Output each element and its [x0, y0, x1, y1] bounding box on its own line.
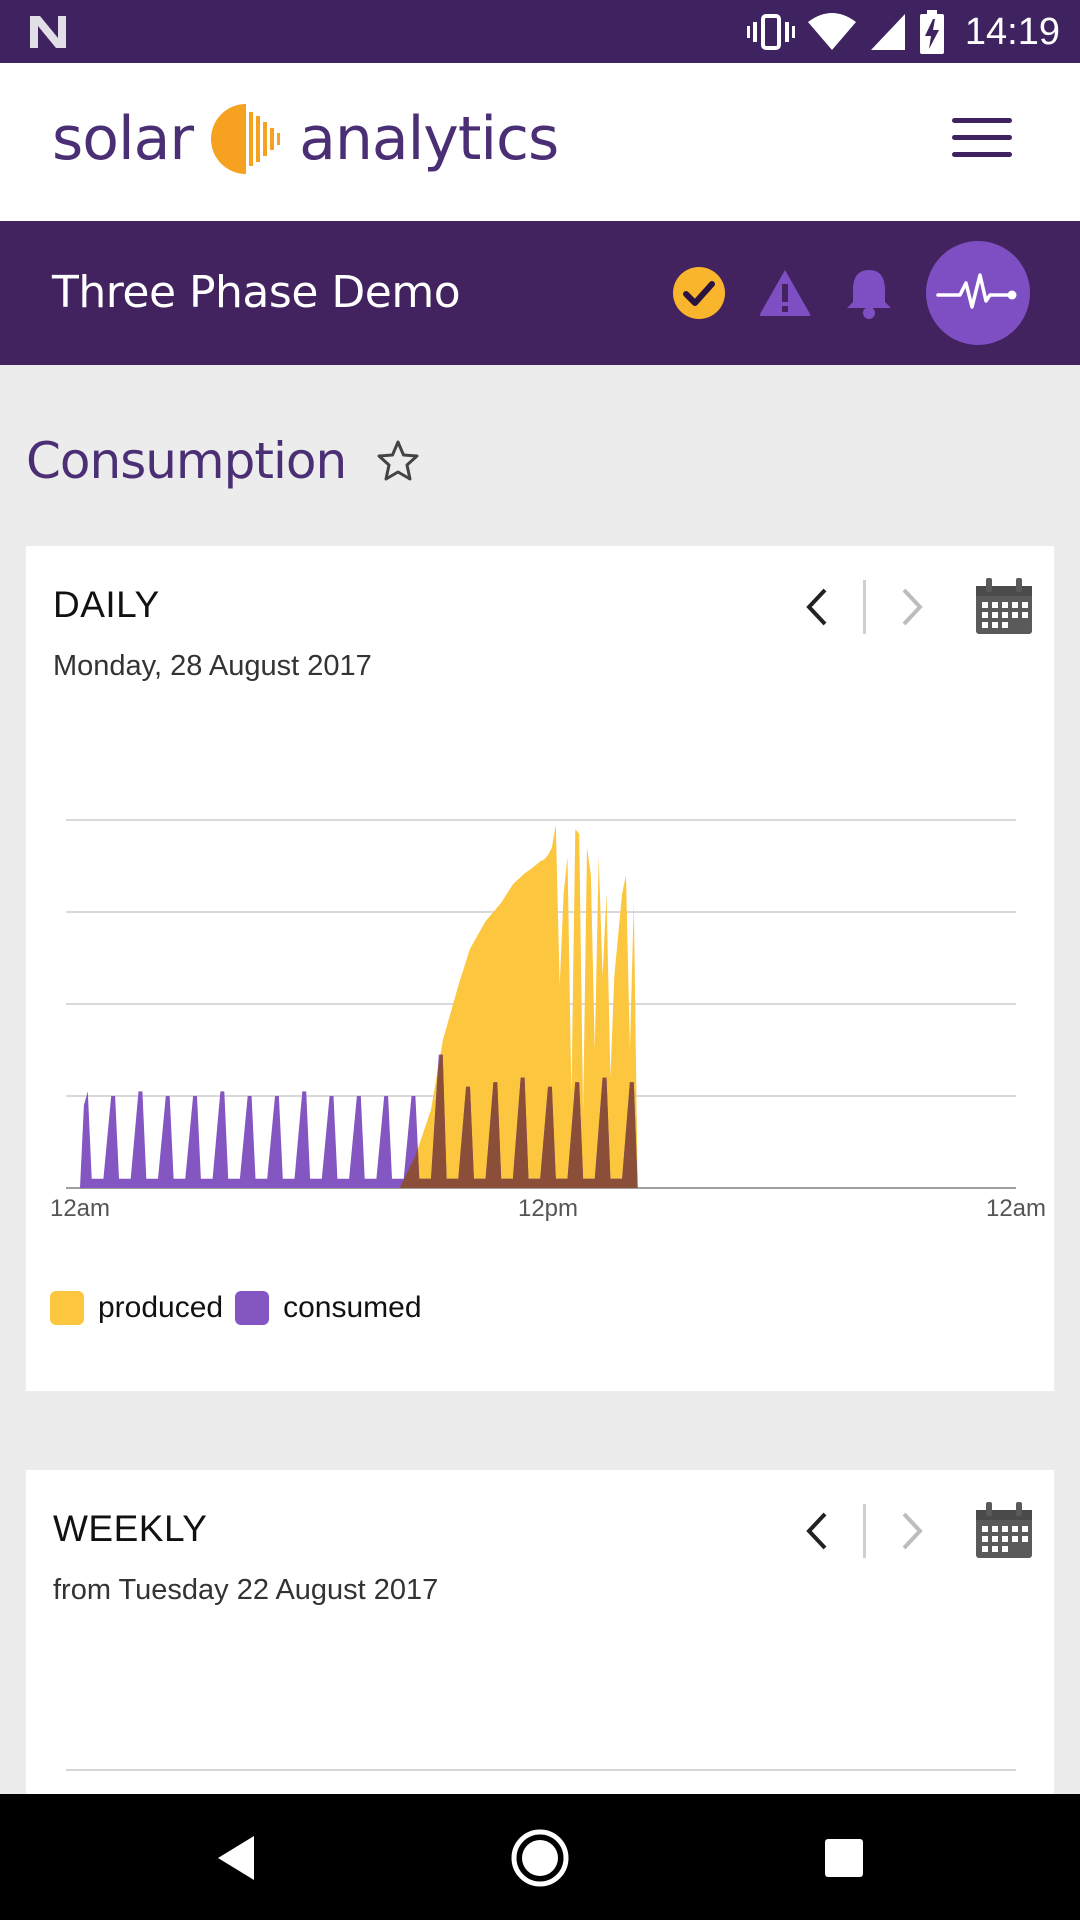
home-button[interactable]: [504, 1822, 576, 1894]
calendar-icon[interactable]: [974, 578, 1034, 636]
daily-card-title: DAILY: [53, 584, 160, 625]
prev-week-button[interactable]: [795, 1500, 839, 1562]
next-day-button[interactable]: [890, 576, 934, 638]
legend-label-produced: produced: [98, 1291, 224, 1324]
notification-n-icon: [30, 16, 66, 48]
recents-square-icon: [825, 1839, 863, 1877]
weekly-card-date: from Tuesday 22 August 2017: [53, 1574, 439, 1606]
legend-swatch-consumed: [235, 1291, 270, 1325]
chevron-right-icon: [902, 1512, 923, 1550]
status-time: 14:19: [964, 10, 1060, 53]
site-bar: Three Phase Demo: [0, 221, 1080, 365]
prev-day-button[interactable]: [795, 576, 839, 638]
weekly-card-nav: [795, 1500, 1034, 1562]
pulse-icon: [936, 273, 1017, 309]
chart-x-ticks: 12am 12pm 12am: [50, 1195, 1046, 1222]
chart-legend: produced consumed: [50, 1291, 434, 1325]
x-tick-label: 12pm: [518, 1195, 578, 1222]
signal-icon: [870, 14, 905, 50]
chevron-left-icon: [806, 1512, 827, 1550]
chevron-right-icon: [902, 588, 923, 626]
daily-card-date: Monday, 28 August 2017: [53, 650, 372, 682]
page-title-row: Consumption: [26, 432, 420, 490]
legend-swatch-produced: [50, 1291, 84, 1325]
pulse-button[interactable]: [926, 241, 1030, 345]
status-icons: 14:19: [746, 8, 1060, 56]
hamburger-menu-icon[interactable]: [952, 118, 1012, 162]
legend-item-consumed[interactable]: consumed: [235, 1291, 422, 1325]
brand-word-analytics: analytics: [299, 104, 559, 174]
weekly-card-title: WEEKLY: [53, 1508, 208, 1549]
app-header: solar analytics: [0, 63, 1080, 221]
warning-icon[interactable]: [758, 268, 812, 318]
page-title: Consumption: [26, 432, 347, 490]
x-tick-label: 12am: [50, 1195, 110, 1222]
sun-logo-icon: [211, 104, 281, 174]
site-status-icons: [672, 239, 1030, 347]
bell-icon[interactable]: [844, 266, 894, 320]
wifi-icon: [807, 13, 856, 50]
nav-divider: [863, 580, 866, 634]
daily-card: 12am 12pm 12am DAILY Monday, 28 August 201…: [26, 546, 1054, 1391]
star-icon[interactable]: [376, 439, 420, 483]
daily-card-nav: [795, 576, 1034, 638]
back-triangle-icon: [218, 1836, 254, 1880]
android-nav-bar: [0, 1794, 1080, 1920]
series-overlap-area: [399, 1054, 638, 1188]
nav-divider: [863, 1504, 866, 1558]
check-circle-icon[interactable]: [672, 266, 726, 320]
calendar-icon[interactable]: [974, 1502, 1034, 1560]
vibrate-icon: [746, 14, 795, 50]
weekly-chart: [66, 1769, 1016, 1771]
brand-logo[interactable]: solar analytics: [52, 99, 559, 179]
home-circle-icon: [511, 1829, 569, 1887]
status-bar: 14:19: [0, 0, 1080, 63]
site-title[interactable]: Three Phase Demo: [52, 267, 461, 318]
chevron-left-icon: [806, 588, 827, 626]
legend-item-produced[interactable]: produced: [50, 1291, 223, 1325]
brand-word-solar: solar: [52, 104, 194, 174]
x-tick-label: 12am: [986, 1195, 1046, 1222]
legend-label-consumed: consumed: [283, 1291, 422, 1324]
back-button[interactable]: [200, 1822, 272, 1894]
recents-button[interactable]: [808, 1822, 880, 1894]
battery-charging-icon: [919, 10, 944, 54]
chart-series: [80, 824, 638, 1188]
daily-chart: 12am 12pm 12am: [50, 819, 1046, 1222]
next-week-button[interactable]: [890, 1500, 934, 1562]
